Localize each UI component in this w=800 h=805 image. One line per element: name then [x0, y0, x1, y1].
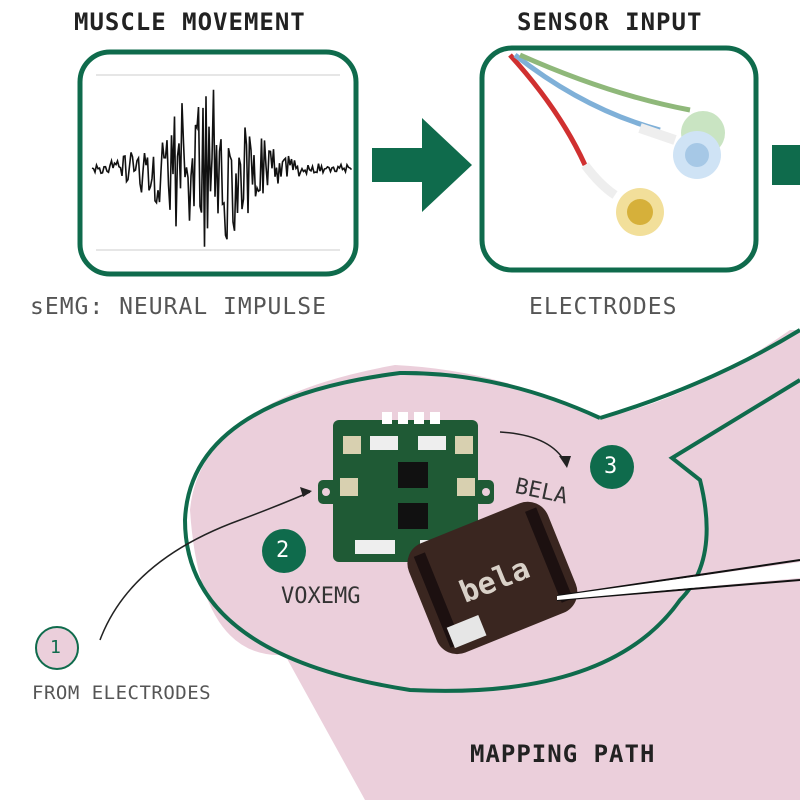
from-electrodes-label: FROM ELECTRODES: [32, 682, 212, 704]
muscle-movement-title: MUSCLE MOVEMENT: [74, 8, 306, 36]
voxemg-label: VOXEMG: [281, 584, 361, 609]
arrow-right-icon: [772, 145, 800, 185]
step-1-number: 1: [50, 637, 61, 658]
mapping-callout-outline: [599, 328, 800, 420]
electrodes-icon: [508, 52, 725, 236]
semg-waveform-icon: [91, 89, 353, 247]
muscle-panel-frame: [77, 49, 359, 277]
step-2-circle: [262, 529, 306, 573]
step-3-number: 3: [604, 454, 618, 479]
bela-pointer-lines: [556, 559, 800, 601]
step-1-circle: [35, 626, 79, 670]
muscle-caption: sEMG: NEURAL IMPULSE: [30, 294, 327, 320]
step-3-circle: [590, 445, 634, 489]
step-2-number: 2: [276, 538, 290, 563]
sensor-caption: ELECTRODES: [529, 294, 678, 320]
sensor-input-title: SENSOR INPUT: [517, 8, 703, 36]
mapping-path-title: MAPPING PATH: [470, 740, 656, 768]
arrow-right-icon: [372, 118, 472, 212]
mapping-ellipse-outline: [182, 370, 800, 693]
from-electrodes-arrow: [99, 491, 311, 641]
bela-board-icon: bela: [407, 501, 578, 655]
